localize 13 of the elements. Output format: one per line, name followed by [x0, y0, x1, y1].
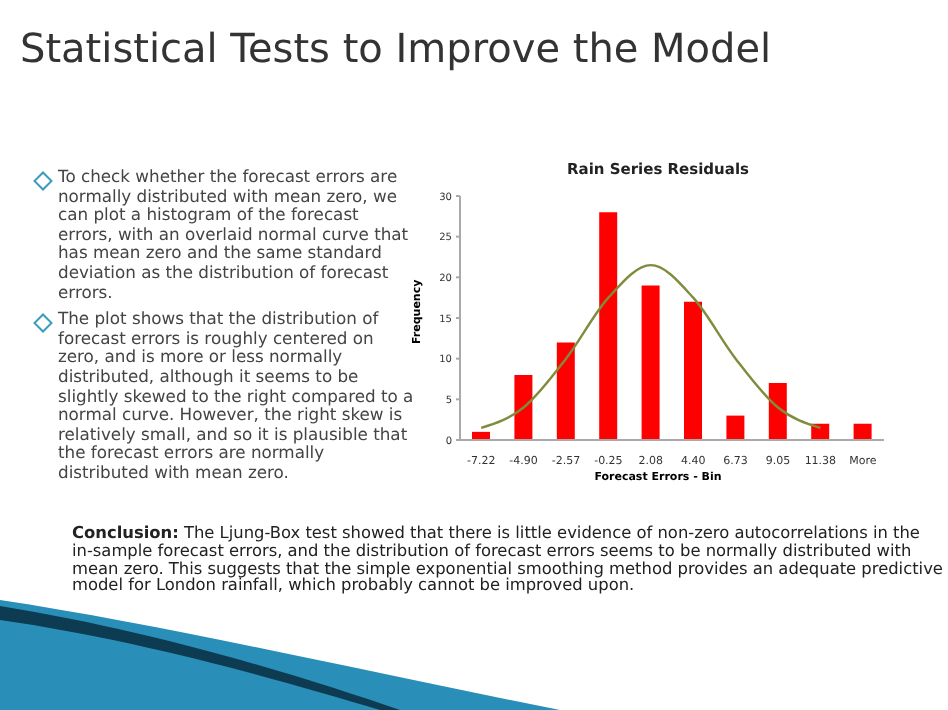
- text: Conclusion: The Ljung-Box test showed that there is little evidence of non-zero autocorrelations in the in-sample forecast errors, and the distribution of forecast errors seems to be normally distributed with mean zero. This suggests that the simple exponential smoothing method provides an adequate predictive model for London rainfall, which probably cannot be improved upon.: [72, 522, 943, 595]
- chart-subtitle: Statistical Tests to Improve the Model: [20, 24, 772, 72]
- bar: [599, 212, 618, 440]
- bar: [684, 301, 702, 440]
- bar: [514, 374, 533, 440]
- bar: [726, 415, 745, 440]
- bar: [641, 285, 660, 440]
- text: The plot shows that the distribution of forecast errors is roughly centered on zero, and is more or less normally distributed, although it seems to be slightly skewed to the right compared to a normal curve. However, the right skew is relatively small, and so it is plausible that the forecast errors are normally distributed with mean zero.: [58, 308, 414, 482]
- text: To check whether the forecast errors are normally distributed with mean zero, we can plot a histogram of the forecast errors, with an overlaid normal curve that has mean zero and the same standard deviation as the distribution of forecast errors.: [58, 166, 409, 302]
- bar: [556, 342, 575, 440]
- bar: [853, 423, 872, 440]
- bar: [768, 383, 787, 440]
- line-series: [480, 263, 822, 429]
